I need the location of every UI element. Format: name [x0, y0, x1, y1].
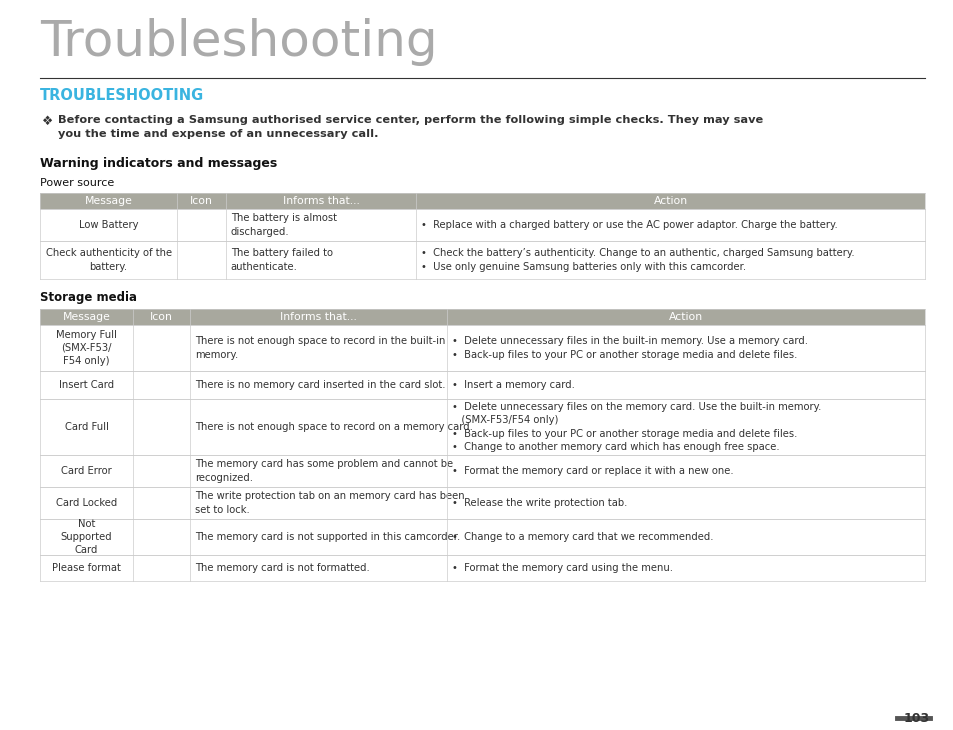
Text: Action: Action	[668, 312, 702, 322]
Text: Troubleshooting: Troubleshooting	[40, 18, 437, 66]
Text: Card Error: Card Error	[61, 466, 112, 476]
Bar	[40, 309, 924, 325]
Text: Message: Message	[63, 312, 111, 322]
Bar	[40, 519, 924, 555]
Text: The battery failed to
authenticate.: The battery failed to authenticate.	[231, 248, 333, 272]
Text: •  Change to a memory card that we recommended.: • Change to a memory card that we recomm…	[452, 532, 713, 542]
Text: Card Locked: Card Locked	[56, 498, 117, 508]
Text: There is no memory card inserted in the card slot.: There is no memory card inserted in the …	[195, 380, 445, 390]
Text: Memory Full
(SMX-F53/
F54 only): Memory Full (SMX-F53/ F54 only)	[56, 330, 117, 366]
Bar	[40, 371, 924, 399]
Text: Informs that...: Informs that...	[280, 312, 356, 322]
Bar	[40, 399, 924, 455]
Text: TROUBLESHOOTING: TROUBLESHOOTING	[40, 88, 204, 103]
Text: The memory card is not supported in this camcorder.: The memory card is not supported in this…	[195, 532, 460, 542]
Text: Not
Supported
Card: Not Supported Card	[61, 519, 112, 556]
Text: Power source: Power source	[40, 178, 114, 188]
Text: •  Replace with a charged battery or use the AC power adaptor. Charge the batter: • Replace with a charged battery or use …	[420, 220, 837, 230]
Text: The battery is almost
discharged.: The battery is almost discharged.	[231, 213, 336, 237]
Text: Informs that...: Informs that...	[282, 196, 359, 206]
Text: Message: Message	[85, 196, 132, 206]
Text: Action: Action	[653, 196, 687, 206]
Text: Insert Card: Insert Card	[59, 380, 114, 390]
Bar	[40, 193, 924, 209]
Bar	[40, 555, 924, 581]
Bar	[40, 487, 924, 519]
Text: •  Check the battery’s authenticity. Change to an authentic, charged Samsung bat: • Check the battery’s authenticity. Chan…	[420, 248, 854, 272]
Text: ❖: ❖	[42, 115, 53, 128]
Text: There is not enough space to record on a memory card.: There is not enough space to record on a…	[195, 422, 473, 432]
Text: Icon: Icon	[150, 312, 172, 322]
Bar	[40, 209, 924, 241]
Text: Icon: Icon	[190, 196, 213, 206]
Text: Please format: Please format	[52, 563, 121, 573]
Bar	[40, 325, 924, 371]
Bar	[40, 455, 924, 487]
Text: •  Release the write protection tab.: • Release the write protection tab.	[452, 498, 627, 508]
Text: Storage media: Storage media	[40, 291, 137, 304]
Text: Warning indicators and messages: Warning indicators and messages	[40, 157, 277, 170]
Text: •  Delete unnecessary files on the memory card. Use the built-in memory.
   (SMX: • Delete unnecessary files on the memory…	[452, 402, 821, 452]
Text: The memory card has some problem and cannot be
recognized.: The memory card has some problem and can…	[195, 459, 453, 483]
Text: •  Format the memory card or replace it with a new one.: • Format the memory card or replace it w…	[452, 466, 733, 476]
Text: •  Format the memory card using the menu.: • Format the memory card using the menu.	[452, 563, 673, 573]
Text: The memory card is not formatted.: The memory card is not formatted.	[195, 563, 370, 573]
Text: Before contacting a Samsung authorised service center, perform the following sim: Before contacting a Samsung authorised s…	[58, 115, 762, 139]
Text: •  Insert a memory card.: • Insert a memory card.	[452, 380, 575, 390]
Text: Check authenticity of the
battery.: Check authenticity of the battery.	[46, 248, 172, 272]
Bar	[40, 241, 924, 279]
Text: The write protection tab on an memory card has been
set to lock.: The write protection tab on an memory ca…	[195, 491, 465, 515]
Text: Low Battery: Low Battery	[79, 220, 138, 230]
Text: 103: 103	[902, 712, 929, 725]
Text: Card Full: Card Full	[65, 422, 109, 432]
Text: •  Delete unnecessary files in the built-in memory. Use a memory card.
•  Back-u: • Delete unnecessary files in the built-…	[452, 337, 807, 360]
Text: There is not enough space to record in the built-in
memory.: There is not enough space to record in t…	[195, 337, 445, 360]
